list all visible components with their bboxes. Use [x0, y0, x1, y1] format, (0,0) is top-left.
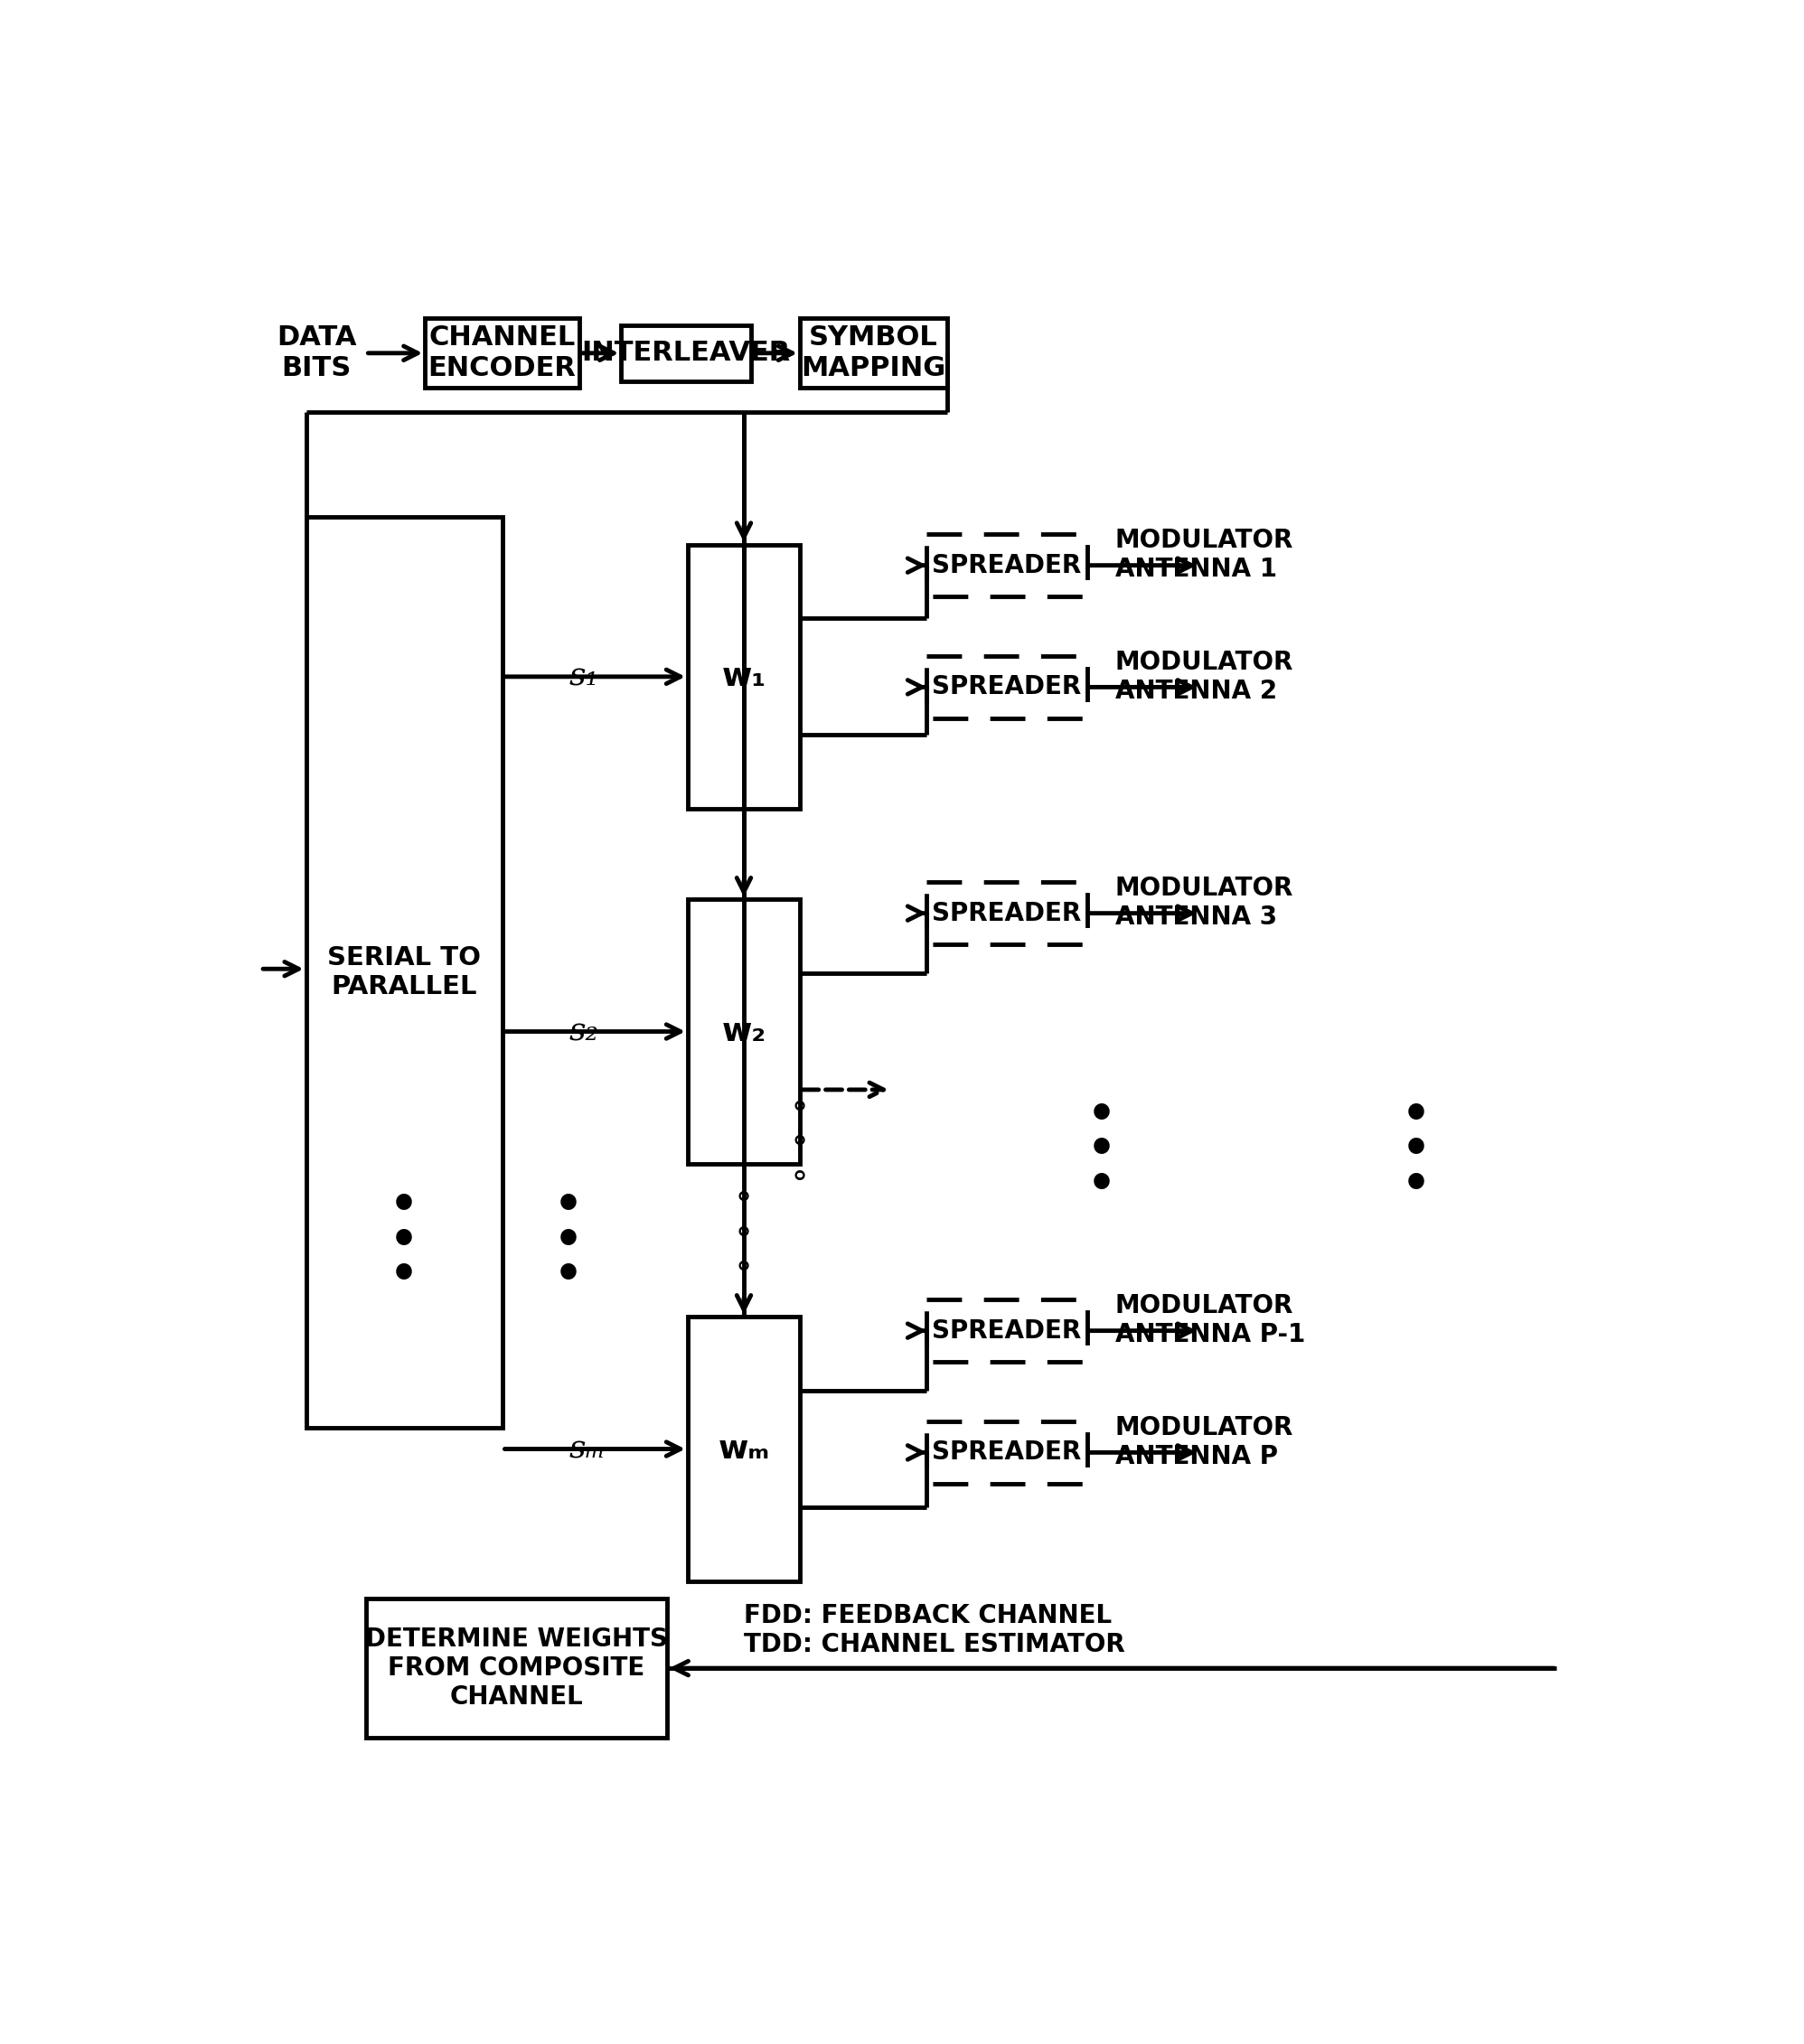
- Bar: [925, 656, 1088, 717]
- Bar: [925, 533, 1088, 597]
- Bar: [925, 881, 1088, 944]
- Text: •: •: [554, 1183, 583, 1226]
- Bar: [307, 517, 502, 1429]
- Text: MODULATOR
ANTENNA 2: MODULATOR ANTENNA 2: [1115, 650, 1293, 703]
- Text: °: °: [792, 1100, 808, 1130]
- Text: SPREADER: SPREADER: [933, 552, 1081, 578]
- Text: °: °: [792, 1134, 808, 1165]
- Text: •: •: [1086, 1094, 1115, 1136]
- Bar: [366, 1598, 667, 1737]
- Text: •: •: [554, 1253, 583, 1296]
- Bar: [426, 319, 579, 388]
- Text: CHANNEL
ENCODER: CHANNEL ENCODER: [428, 325, 575, 382]
- Text: MODULATOR
ANTENNA P: MODULATOR ANTENNA P: [1115, 1414, 1293, 1470]
- Text: •: •: [1086, 1128, 1115, 1171]
- Text: •: •: [390, 1183, 419, 1226]
- Text: s₂: s₂: [568, 1016, 599, 1047]
- Text: •: •: [1402, 1094, 1431, 1136]
- Text: SPREADER: SPREADER: [933, 675, 1081, 699]
- Text: SPREADER: SPREADER: [933, 1318, 1081, 1343]
- Text: SPREADER: SPREADER: [933, 901, 1081, 926]
- Text: SPREADER: SPREADER: [933, 1439, 1081, 1466]
- Text: •: •: [390, 1218, 419, 1261]
- Text: °: °: [792, 1169, 808, 1200]
- Text: •: •: [1402, 1128, 1431, 1171]
- Text: •: •: [554, 1218, 583, 1261]
- Text: FDD: FEEDBACK CHANNEL
TDD: CHANNEL ESTIMATOR: FDD: FEEDBACK CHANNEL TDD: CHANNEL ESTIM…: [743, 1602, 1126, 1658]
- Text: INTERLEAVER: INTERLEAVER: [581, 339, 790, 366]
- Text: MODULATOR
ANTENNA 3: MODULATOR ANTENNA 3: [1115, 875, 1293, 930]
- Bar: [799, 319, 947, 388]
- Text: °: °: [736, 1224, 752, 1255]
- Text: SERIAL TO
PARALLEL: SERIAL TO PARALLEL: [327, 944, 482, 1000]
- Bar: [687, 899, 799, 1163]
- Text: MODULATOR
ANTENNA P-1: MODULATOR ANTENNA P-1: [1115, 1294, 1304, 1347]
- Text: •: •: [390, 1253, 419, 1296]
- Text: DETERMINE WEIGHTS
FROM COMPOSITE
CHANNEL: DETERMINE WEIGHTS FROM COMPOSITE CHANNEL: [364, 1627, 667, 1711]
- Text: sₘ: sₘ: [568, 1433, 606, 1464]
- Text: °: °: [736, 1190, 752, 1220]
- Text: w₂: w₂: [722, 1016, 767, 1047]
- Text: °: °: [736, 1259, 752, 1290]
- Bar: [687, 1316, 799, 1582]
- Text: MODULATOR
ANTENNA 1: MODULATOR ANTENNA 1: [1115, 527, 1293, 583]
- Bar: [621, 325, 750, 380]
- Bar: [687, 544, 799, 809]
- Text: DATA
BITS: DATA BITS: [276, 325, 357, 382]
- Bar: [925, 1300, 1088, 1361]
- Text: s₁: s₁: [568, 662, 599, 693]
- Text: SYMBOL
MAPPING: SYMBOL MAPPING: [801, 325, 945, 382]
- Text: •: •: [1402, 1163, 1431, 1206]
- Bar: [925, 1421, 1088, 1484]
- Text: •: •: [1086, 1163, 1115, 1206]
- Text: wₘ: wₘ: [718, 1433, 770, 1464]
- Text: w₁: w₁: [722, 662, 767, 693]
